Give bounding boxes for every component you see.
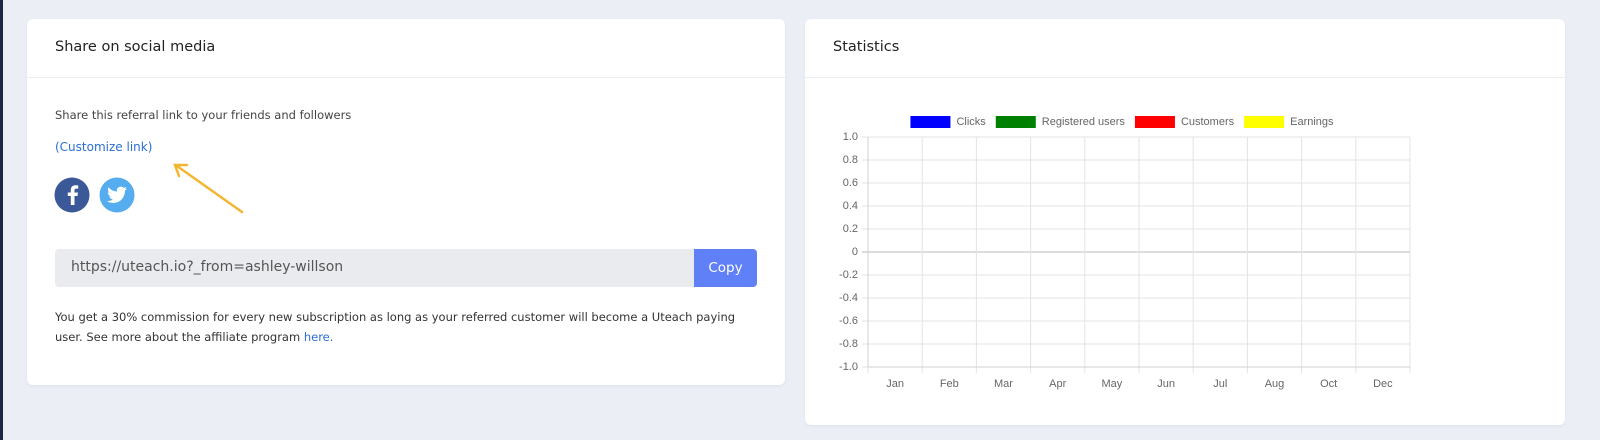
y-tick-label: 0.8 [843,154,858,166]
x-tick-label: Dec [1373,378,1393,390]
y-tick-label: 0.2 [843,223,858,235]
commission-body: You get a 30% commission for every new s… [55,310,736,344]
icons [54,163,244,214]
x-tick-label: Apr [1049,378,1066,390]
x-tick-label: Feb [940,378,959,390]
referral-url: https://uteach.io?_from=ashley-willson [71,259,344,275]
x-tick-label: Oct [1320,378,1337,390]
y-tick-label: 1.0 [843,131,858,143]
arrow-annotation [173,163,244,214]
legend-swatch [910,116,951,128]
x-tick-label: Jan [886,378,904,390]
card-title: Statistics [805,19,1565,78]
referral-input[interactable]: https://uteach.io?_from=ashley-willson C… [55,249,757,287]
legend-label: Earnings [1290,116,1334,128]
x-tick-label: May [1102,378,1123,390]
legend-swatch [995,116,1036,128]
customize-link[interactable]: (Customize link) [55,140,153,154]
here-link[interactable]: here. [303,330,334,344]
y-tick-label: -0.2 [839,269,858,281]
y-tick-label: 0 [852,246,858,258]
legend-swatch [1134,116,1175,128]
y-tick-label: -0.8 [839,338,858,350]
description: Share this referral link to your friends… [55,108,352,122]
y-tick-label: 0.4 [843,200,858,212]
facebook-icon[interactable] [54,177,90,213]
share-card: Share on social media Share this referra… [27,19,785,385]
x-tick-label: Aug [1265,378,1285,390]
y-tick-label: -0.6 [839,315,858,327]
y-tick-label: -0.4 [839,292,858,304]
legend-swatch [1244,116,1285,128]
statistics-card: Statistics [805,19,1565,425]
x-tick-label: Jun [1157,378,1175,390]
x-tick-label: Mar [994,378,1013,390]
card-title: Share on social media [27,19,785,78]
y-tick-label: -1.0 [839,361,858,373]
commission-text: You get a 30% commission for every new s… [55,307,760,347]
legend-label: Customers [1181,116,1235,128]
twitter-icon[interactable] [99,177,135,213]
sidebar-edge [0,0,3,440]
x-tick-label: Jul [1213,378,1227,390]
legend-label: Registered users [1042,116,1126,128]
y-tick-label: 0.6 [843,177,858,189]
legend-label: Clicks [956,116,986,128]
copy-button[interactable]: Copy [694,249,757,287]
